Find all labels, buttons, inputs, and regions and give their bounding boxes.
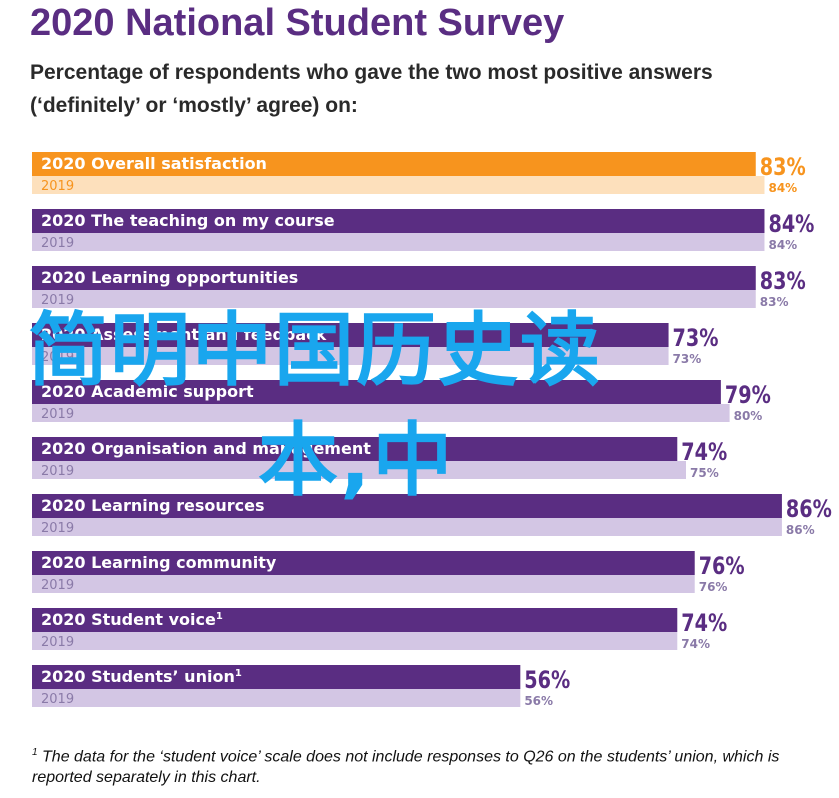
bar-2020	[32, 380, 721, 404]
bar-2019	[32, 518, 782, 536]
category-label: 2020 The teaching on my course	[41, 211, 335, 230]
footnote-mark: 1	[32, 747, 38, 758]
category-label: 2020 Assessment and feedback	[41, 325, 327, 344]
value-label-2020: 76%	[699, 553, 745, 581]
chart-title: 2020 National Student Survey	[30, 2, 565, 44]
year-2019-label: 2019	[41, 407, 74, 422]
value-label-2020: 84%	[768, 211, 814, 239]
value-label-2020: 83%	[760, 268, 806, 296]
year-2019-label: 2019	[41, 578, 74, 593]
bar-2019	[32, 689, 521, 707]
year-2019-label: 2019	[41, 692, 74, 707]
bar-2020	[32, 209, 765, 233]
value-label-2019: 83%	[760, 295, 789, 309]
year-2019-label: 2019	[41, 236, 74, 251]
year-2019-label: 2019	[41, 350, 74, 365]
value-label-2019: 86%	[786, 523, 815, 537]
value-label-2019: 74%	[681, 637, 710, 651]
year-2019-label: 2019	[41, 464, 74, 479]
value-label-2019: 73%	[673, 352, 702, 366]
footnote-text: The data for the ‘student voice’ scale d…	[32, 748, 780, 787]
value-label-2020: 74%	[681, 439, 727, 467]
bar-2020	[32, 437, 678, 461]
value-label-2020: 73%	[673, 325, 719, 353]
category-label: 2020 Student voice1	[41, 610, 223, 629]
value-label-2020: 83%	[760, 154, 806, 182]
chart-subtitle: Percentage of respondents who gave the t…	[30, 61, 713, 117]
bar-chart: 2020 Overall satisfaction201983%84%2020 …	[32, 152, 832, 708]
bar-2020	[32, 665, 521, 689]
footnote: 1 The data for the ‘student voice’ scale…	[32, 742, 812, 788]
bar-2020	[32, 323, 669, 347]
value-label-2019: 76%	[699, 580, 728, 594]
year-2019-label: 2019	[41, 635, 74, 650]
category-label: 2020 Learning community	[41, 553, 277, 572]
year-2019-label: 2019	[41, 293, 74, 308]
category-label: 2020 Learning opportunities	[41, 268, 298, 287]
bar-2019	[32, 461, 686, 479]
value-label-2020: 86%	[786, 496, 832, 524]
value-label-2019: 80%	[734, 409, 763, 423]
year-2019-label: 2019	[41, 521, 74, 536]
bar-2019	[32, 290, 756, 308]
bar-2019	[32, 233, 765, 251]
value-label-2019: 75%	[690, 466, 719, 480]
year-2019-label: 2019	[41, 179, 74, 194]
value-label-2019: 84%	[768, 238, 797, 252]
value-label-2020: 74%	[681, 610, 727, 638]
category-label: 2020 Overall satisfaction	[41, 154, 267, 173]
category-label: 2020 Organisation and management	[41, 439, 371, 458]
bar-2020	[32, 551, 695, 575]
value-label-2019: 84%	[768, 181, 797, 195]
value-label-2019: 56%	[524, 694, 553, 708]
category-label: 2020 Academic support	[41, 382, 254, 401]
bar-2019	[32, 404, 730, 422]
bar-2020	[32, 494, 782, 518]
category-label: 2020 Students’ union1	[41, 667, 242, 686]
category-label: 2020 Learning resources	[41, 496, 265, 515]
bar-2019	[32, 347, 669, 365]
bar-2019	[32, 632, 678, 650]
bar-2020	[32, 608, 678, 632]
bar-2019	[32, 575, 695, 593]
value-label-2020: 56%	[524, 667, 570, 695]
bar-2019	[32, 176, 765, 194]
bar-2020	[32, 152, 756, 176]
value-label-2020: 79%	[725, 382, 771, 410]
bar-2020	[32, 266, 756, 290]
